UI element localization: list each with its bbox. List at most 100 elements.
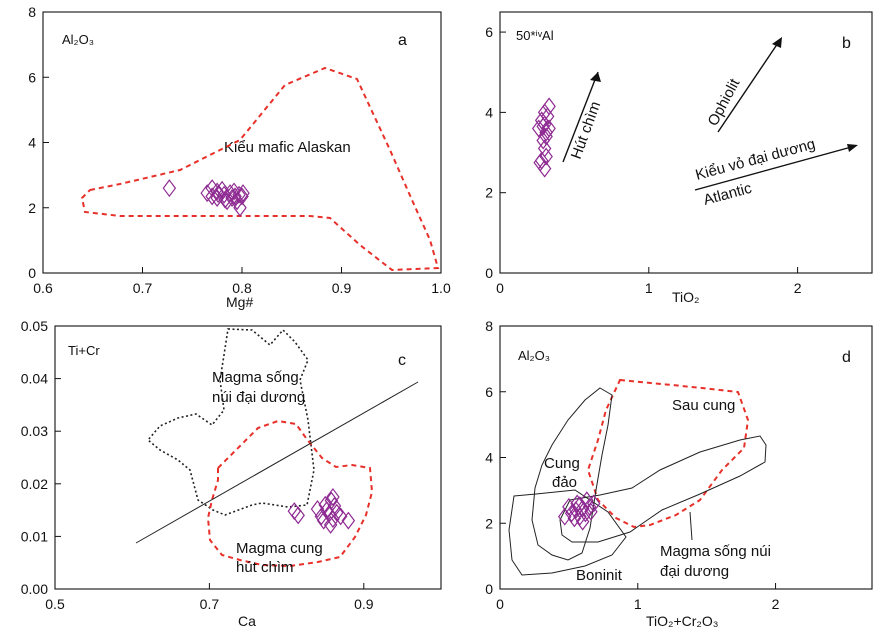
arrow-oceanic-crust xyxy=(694,145,856,191)
panel-c-field-label-4: hút chìm xyxy=(236,559,294,576)
x-tick-label: 1 xyxy=(645,280,653,296)
x-tick-label: 0 xyxy=(496,596,504,612)
arrow-ophiolite xyxy=(717,39,781,133)
data-point xyxy=(205,187,219,206)
data-point xyxy=(330,503,344,522)
y-tick-label: 6 xyxy=(28,69,36,85)
arrow-subduction-label: Hút chìm xyxy=(568,99,605,161)
data-point xyxy=(326,510,340,529)
data-point xyxy=(542,119,556,138)
y-tick-label: 0.02 xyxy=(21,476,48,492)
y-tick-label: 0.05 xyxy=(21,318,48,334)
y-tick-label: 0.04 xyxy=(21,371,48,387)
y-tick-label: 0 xyxy=(28,265,36,281)
x-tick-label: 0.9 xyxy=(354,596,374,612)
data-point xyxy=(536,117,550,136)
panel-d-xlabel: TiO₂+Cr₂O₃ xyxy=(646,613,718,629)
panel-c-letter: c xyxy=(398,352,406,369)
data-point xyxy=(573,496,587,515)
y-tick-label: 2 xyxy=(28,200,36,216)
data-point xyxy=(539,123,553,142)
arrow-atlantic-label: Atlantic xyxy=(702,180,754,209)
data-point xyxy=(575,512,590,531)
data-point xyxy=(323,515,338,534)
panel-b-letter: b xyxy=(842,35,851,52)
panel-c-field-label-3: Magma cung xyxy=(236,540,323,557)
panel-a-letter: a xyxy=(398,32,407,49)
data-point xyxy=(580,491,594,510)
x-tick-label: 0.5 xyxy=(45,596,65,612)
y-tick-label: 6 xyxy=(485,384,493,400)
back-arc-field xyxy=(586,378,750,529)
data-point xyxy=(210,182,224,201)
data-point xyxy=(211,185,225,204)
x-tick-label: 2 xyxy=(794,280,802,296)
data-point xyxy=(327,496,342,515)
y-tick-label: 0.00 xyxy=(21,581,48,597)
panel-a: Al₂O₃ a Kiểu mafic Alaskan Mg# 0.6 0.7 0.8… xyxy=(28,4,451,310)
data-point xyxy=(318,495,332,514)
panel-d-letter: d xyxy=(842,349,851,366)
x-tick-label: 0.9 xyxy=(332,280,352,296)
panel-d-label-mor-2: đại dương xyxy=(660,563,729,580)
y-tick-label: 2 xyxy=(485,515,493,531)
data-point xyxy=(537,159,552,178)
panel-b-corner-label: 50*ⁱᵛAl xyxy=(516,28,554,43)
mid-ocean-ridge-field-d xyxy=(559,435,767,543)
data-point xyxy=(233,198,247,217)
y-tick-label: 0.03 xyxy=(21,423,48,439)
panel-c-frame xyxy=(54,325,442,590)
data-point xyxy=(531,119,546,138)
data-point xyxy=(533,153,547,172)
x-tick-label: 2 xyxy=(772,596,780,612)
y-tick-label: 0 xyxy=(485,265,493,281)
x-tick-label: 0.8 xyxy=(232,280,252,296)
panel-c-field-label-2: núi đại dương xyxy=(212,389,305,406)
arrow-subduction xyxy=(562,71,599,163)
panel-d-label-island-arc-1: Cung xyxy=(544,455,580,472)
panel-d-label-island-arc-2: đảo xyxy=(552,474,577,491)
data-point xyxy=(291,506,305,525)
y-tick-label: 4 xyxy=(485,450,493,466)
island-arc-field xyxy=(531,387,613,561)
data-point xyxy=(314,507,329,526)
y-tick-label: 0.01 xyxy=(21,528,48,544)
panel-d-label-back-arc: Sau cung xyxy=(672,397,735,414)
y-tick-label: 4 xyxy=(485,104,493,120)
panel-c-xlabel: Ca xyxy=(238,613,256,629)
panel-d-label-boninite: Boninit xyxy=(576,567,623,584)
data-point xyxy=(558,507,572,526)
panel-a-corner-label: Al₂O₃ xyxy=(62,32,94,47)
y-tick-label: 2 xyxy=(485,185,493,201)
x-tick-label: 1 xyxy=(634,596,642,612)
data-point xyxy=(536,131,550,150)
panel-d-label-mor-1: Magma sống núi xyxy=(660,543,771,560)
data-point xyxy=(326,487,340,506)
arc-subduction-field xyxy=(206,419,374,568)
y-tick-label: 8 xyxy=(28,4,36,20)
data-point xyxy=(232,185,246,204)
alaskan-field xyxy=(80,66,440,272)
data-point xyxy=(236,184,250,203)
panel-a-field-label: Kiểu mafic Alaskan xyxy=(224,139,351,156)
x-tick-label: 0.6 xyxy=(33,280,53,296)
panel-d-corner-label: Al₂O₃ xyxy=(518,348,550,363)
x-tick-label: 0.7 xyxy=(133,280,153,296)
panel-c-field-label-1: Magma sống xyxy=(212,369,299,386)
arrow-subduction-head xyxy=(590,72,601,82)
panel-b: 50*ⁱᵛAl b Hút chìm Ophiolit Kiểu vỏ đại … xyxy=(485,11,873,305)
boninite-field xyxy=(508,489,627,576)
data-point xyxy=(287,502,302,521)
panel-b-frame xyxy=(499,11,873,274)
data-point xyxy=(539,127,553,146)
data-point xyxy=(584,502,598,521)
data-point xyxy=(341,511,356,530)
data-point xyxy=(228,187,242,206)
data-point xyxy=(586,494,601,513)
data-point xyxy=(564,504,579,523)
panel-a-xlabel: Mg# xyxy=(226,294,253,310)
panel-c: Ti+Cr c Magma sống núi đại dương Magma c… xyxy=(21,318,442,629)
data-point xyxy=(205,179,219,198)
data-point xyxy=(542,97,556,116)
